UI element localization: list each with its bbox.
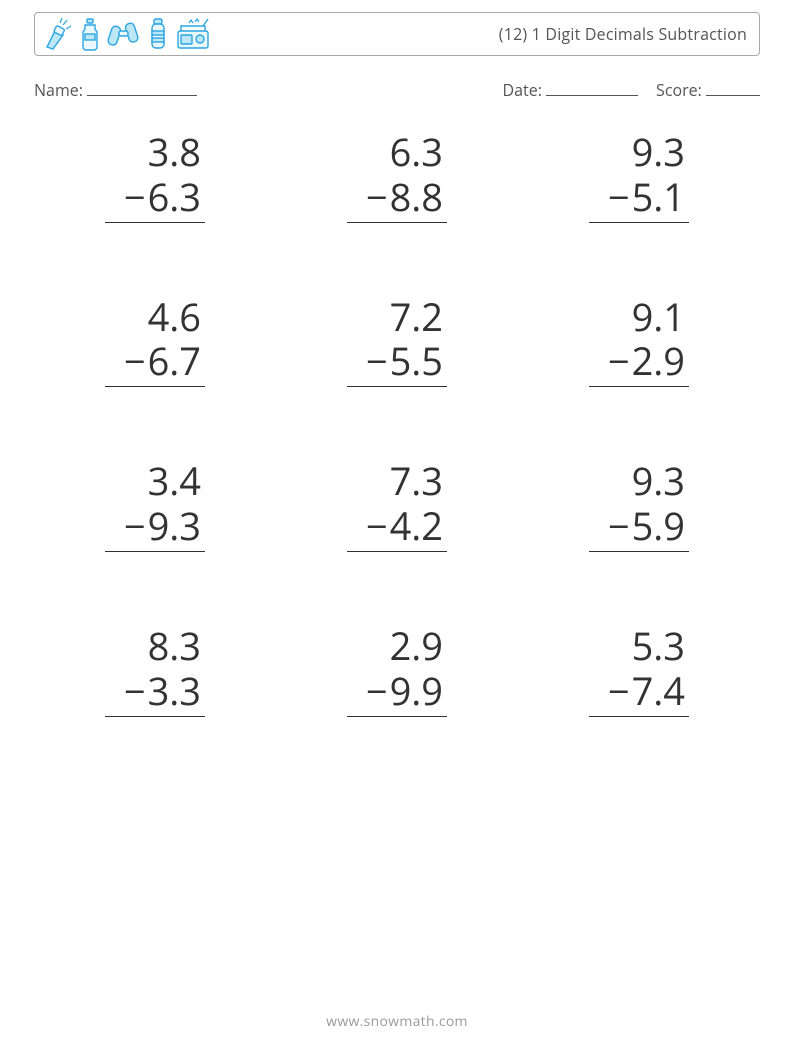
minus-sign: − <box>124 665 146 717</box>
subtrahend: −9.9 <box>347 669 447 717</box>
problem-10: 8.3−3.3 <box>34 624 276 717</box>
minuend: 8.3 <box>105 624 205 669</box>
problem-3: 9.3−5.1 <box>518 130 760 223</box>
subtrahend: −5.9 <box>589 504 689 552</box>
subtrahend: −5.5 <box>347 339 447 387</box>
minuend: 4.6 <box>105 295 205 340</box>
subtrahend: −4.2 <box>347 504 447 552</box>
minus-sign: − <box>366 665 388 717</box>
subtrahend: −2.9 <box>589 339 689 387</box>
subtrahend: −6.3 <box>105 175 205 223</box>
minus-sign: − <box>608 335 630 387</box>
worksheet-header: (12) 1 Digit Decimals Subtraction <box>34 12 760 56</box>
date-field: Date: <box>503 78 639 101</box>
minuend: 9.1 <box>589 295 689 340</box>
water-bottle-icon <box>79 17 101 51</box>
minus-sign: − <box>124 500 146 552</box>
minuend: 6.3 <box>347 130 447 175</box>
minuend: 3.4 <box>105 459 205 504</box>
problem-7: 3.4−9.3 <box>34 459 276 552</box>
minus-sign: − <box>608 500 630 552</box>
date-blank[interactable] <box>546 78 638 96</box>
minuend: 7.3 <box>347 459 447 504</box>
problem-1: 3.8−6.3 <box>34 130 276 223</box>
subtrahend: −3.3 <box>105 669 205 717</box>
score-label: Score: <box>656 79 702 101</box>
radio-icon <box>175 17 211 51</box>
minuend: 5.3 <box>589 624 689 669</box>
minus-sign: − <box>366 171 388 223</box>
binoculars-icon <box>107 17 141 51</box>
minuend: 2.9 <box>347 624 447 669</box>
score-field: Score: <box>656 78 760 101</box>
problem-2: 6.3−8.8 <box>276 130 518 223</box>
name-blank[interactable] <box>87 78 197 96</box>
worksheet-title: (12) 1 Digit Decimals Subtraction <box>499 23 747 45</box>
info-row: Name: Date: Score: <box>34 78 760 101</box>
subtrahend: −9.3 <box>105 504 205 552</box>
problem-12: 5.3−7.4 <box>518 624 760 717</box>
date-label: Date: <box>503 79 542 101</box>
problem-4: 4.6−6.7 <box>34 295 276 388</box>
problem-6: 9.1−2.9 <box>518 295 760 388</box>
subtrahend: −6.7 <box>105 339 205 387</box>
minus-sign: − <box>124 171 146 223</box>
header-icons <box>43 17 211 51</box>
score-blank[interactable] <box>706 78 760 96</box>
flashlight-icon <box>43 17 73 51</box>
minus-sign: − <box>608 665 630 717</box>
name-label: Name: <box>34 79 83 101</box>
subtrahend: −7.4 <box>589 669 689 717</box>
minuend: 3.8 <box>105 130 205 175</box>
minuend: 9.3 <box>589 130 689 175</box>
name-field: Name: <box>34 78 197 101</box>
subtrahend: −8.8 <box>347 175 447 223</box>
minuend: 7.2 <box>347 295 447 340</box>
problem-11: 2.9−9.9 <box>276 624 518 717</box>
problem-5: 7.2−5.5 <box>276 295 518 388</box>
problem-8: 7.3−4.2 <box>276 459 518 552</box>
problems-grid: 3.8−6.36.3−8.89.3−5.14.6−6.77.2−5.59.1−2… <box>34 130 760 717</box>
thermos-icon <box>147 17 169 51</box>
minus-sign: − <box>608 171 630 223</box>
subtrahend: −5.1 <box>589 175 689 223</box>
minus-sign: − <box>124 335 146 387</box>
minus-sign: − <box>366 335 388 387</box>
footer-url: www.snowmath.com <box>0 1012 794 1031</box>
minus-sign: − <box>366 500 388 552</box>
minuend: 9.3 <box>589 459 689 504</box>
problem-9: 9.3−5.9 <box>518 459 760 552</box>
